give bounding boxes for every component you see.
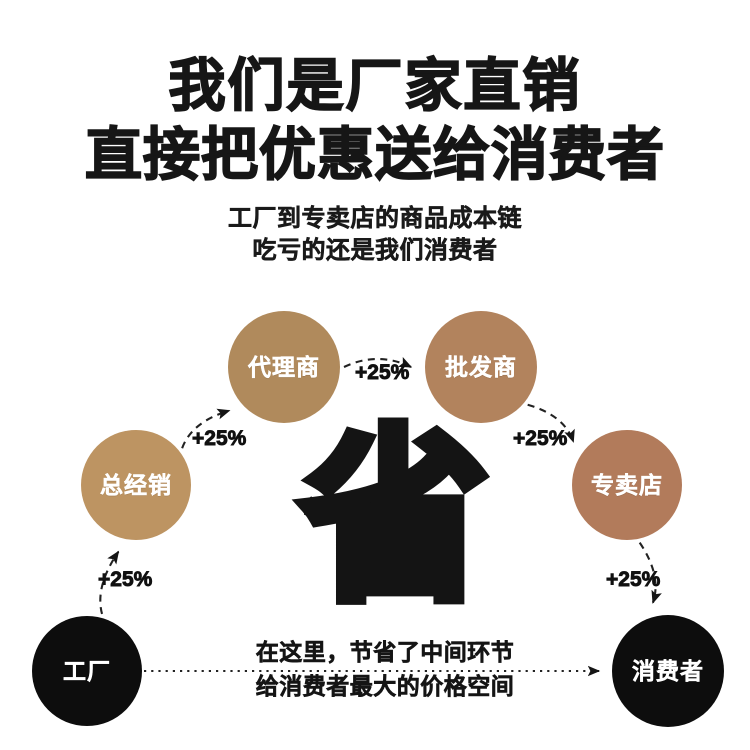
edge-label-agent-to-wholesaler: +25% — [355, 361, 410, 385]
node-store-label: 专卖店 — [591, 471, 663, 498]
edge-label-factory-to-general-agent: +25% — [98, 568, 153, 592]
node-agent-label: 代理商 — [248, 353, 320, 380]
node-consumer-label: 消费者 — [632, 657, 704, 684]
bottom-caption-line-2: 给消费者最大的价格空间 — [255, 672, 515, 699]
bottom-caption-line-1: 在这里，节省了中间环节 — [255, 639, 515, 666]
edge-label-wholesaler-to-store: +25% — [513, 427, 568, 451]
node-consumer[interactable]: 消费者 — [612, 615, 724, 727]
save-glyph: 省 — [296, 415, 493, 622]
node-factory-label: 工厂 — [63, 657, 111, 684]
edge-label-store-to-consumer: +25% — [606, 568, 661, 592]
subtitle-line-2: 吃亏的还是我们消费者 — [252, 236, 498, 264]
node-wholesaler[interactable]: 批发商 — [425, 311, 537, 423]
subtitle: 工厂到专卖店的商品成本链 吃亏的还是我们消费者 — [0, 203, 750, 266]
bottom-caption: 在这里，节省了中间环节 给消费者最大的价格空间 — [195, 636, 575, 703]
node-agent[interactable]: 代理商 — [228, 311, 340, 423]
subtitle-line-1: 工厂到专卖店的商品成本链 — [228, 205, 522, 232]
node-general-agent[interactable]: 总经销 — [81, 430, 191, 540]
node-wholesaler-label: 批发商 — [445, 353, 517, 380]
node-factory[interactable]: 工厂 — [32, 616, 142, 726]
edge-label-general-agent-to-agent: +25% — [192, 427, 247, 451]
headline-line-2: 直接把优惠送给消费者 — [84, 123, 665, 187]
node-store[interactable]: 专卖店 — [572, 430, 682, 540]
headline-line-1: 我们是厂家直销 — [168, 54, 582, 118]
node-general-agent-label: 总经销 — [100, 471, 172, 498]
headline: 我们是厂家直销 直接把优惠送给消费者 — [0, 54, 750, 187]
